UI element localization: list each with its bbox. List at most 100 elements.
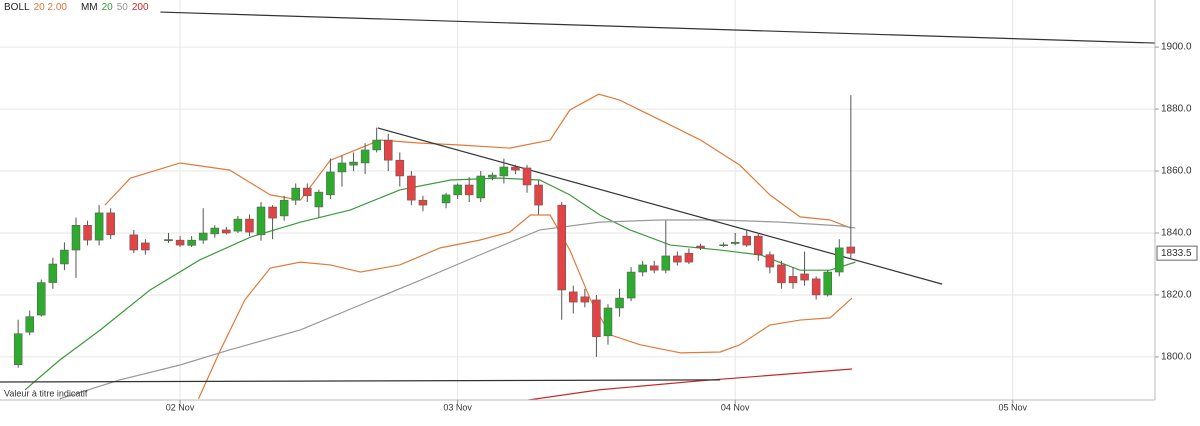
candle-body [256, 206, 266, 236]
x-tick-label: 04 Nov [721, 402, 750, 412]
indicator-line [160, 11, 1155, 44]
candle-body [638, 264, 647, 273]
legend-item: BOLL 20 2.00 [4, 2, 67, 13]
candle-body [279, 199, 289, 217]
indicator-line [24, 177, 856, 391]
candle-body [268, 206, 277, 219]
x-tick-label: 05 Nov [998, 402, 1027, 412]
legend: BOLL 20 2.00 MM 20 50 200 [4, 2, 163, 13]
candle-body [835, 247, 844, 273]
candle-body [696, 245, 705, 249]
plot-area [0, 11, 1155, 400]
candle-body [511, 166, 520, 171]
candle-body [476, 175, 486, 199]
candle-body [326, 171, 335, 196]
candle-body [603, 307, 613, 337]
legend-label: BOLL [4, 2, 30, 13]
candle-body [222, 229, 231, 234]
candle-body [314, 191, 324, 208]
candle-body [788, 276, 798, 284]
last-price-box [1156, 245, 1198, 261]
candle-body [823, 271, 832, 296]
candle-body [349, 161, 358, 166]
legend-label: MM [80, 2, 98, 13]
legend-param: 20 2.00 [33, 2, 67, 13]
candle-body [175, 239, 185, 246]
candle-body [60, 249, 69, 265]
candle-body [777, 264, 786, 284]
candle-body [754, 235, 763, 255]
candle-body [83, 225, 92, 241]
candle-body [846, 246, 856, 254]
indicator-line [377, 127, 943, 285]
candle-body [187, 239, 196, 246]
note: Valeur à titre indicatif [4, 388, 88, 398]
legend-param: 20 [101, 2, 113, 13]
last-price-label: 1833.5 [1161, 248, 1192, 259]
candle-body [164, 239, 173, 241]
candle-body [742, 235, 752, 246]
candle-body [198, 232, 208, 241]
candle-body [233, 218, 243, 232]
legend-item: MM 20 50 200 [81, 2, 149, 13]
candle-body [210, 227, 220, 235]
legend-param: 50 [116, 2, 128, 13]
candle-body [649, 265, 659, 271]
y-tick-label: 1880.0 [1161, 104, 1192, 115]
candle-body [441, 194, 451, 204]
candle-body [94, 212, 104, 241]
candle-body [407, 175, 416, 201]
indicator-line [59, 219, 856, 400]
candle-body [488, 174, 497, 178]
candle-body [418, 199, 428, 206]
candle-body [37, 282, 46, 316]
candle-body [673, 255, 682, 263]
candle-body [291, 187, 300, 201]
candle-body [71, 225, 81, 251]
legend-param: 200 [131, 2, 149, 13]
candle-body [765, 254, 775, 268]
candle-body [626, 271, 636, 299]
y-tick-label: 1800.0 [1161, 352, 1192, 363]
candle-body [25, 316, 34, 333]
candle-body [13, 333, 23, 365]
y-tick-label: 1820.0 [1161, 290, 1192, 301]
axes: 1800.0 1820.0 1840.0 1860.0 1880.0 1900.0 02 N… [166, 42, 1198, 412]
y-tick-label: 1860.0 [1161, 166, 1192, 177]
candle-body [522, 167, 532, 186]
indicator-line [198, 214, 853, 400]
indicator-line [523, 368, 853, 400]
candle-body [303, 187, 312, 197]
candle-body [141, 242, 150, 251]
candle-body [464, 184, 474, 196]
candle-body [730, 242, 740, 244]
candle-body [499, 166, 509, 177]
indicator-line [0, 379, 721, 383]
x-tick-label: 03 Nov [443, 402, 472, 412]
candle-body [534, 184, 543, 206]
candle-body [719, 244, 728, 247]
candle-body [383, 139, 393, 161]
candle-body [569, 291, 578, 303]
candle-body [245, 218, 254, 233]
candle-body [129, 234, 139, 251]
candle-body [360, 149, 370, 164]
candle-body [684, 252, 694, 263]
y-tick-label: 1900.0 [1161, 42, 1192, 53]
y-tick-label: 1840.0 [1161, 228, 1192, 239]
candle-body [800, 273, 809, 281]
candle-body [395, 159, 405, 177]
indicator-line [104, 93, 852, 229]
candle-body [580, 296, 590, 303]
candle-body [557, 204, 566, 291]
x-tick-label: 02 Nov [166, 402, 195, 412]
candle-body [661, 255, 671, 271]
candle-body [592, 299, 601, 338]
candle-body [106, 212, 115, 236]
candle-body [453, 184, 462, 196]
candle-body [337, 162, 347, 173]
candle-body [48, 263, 58, 283]
